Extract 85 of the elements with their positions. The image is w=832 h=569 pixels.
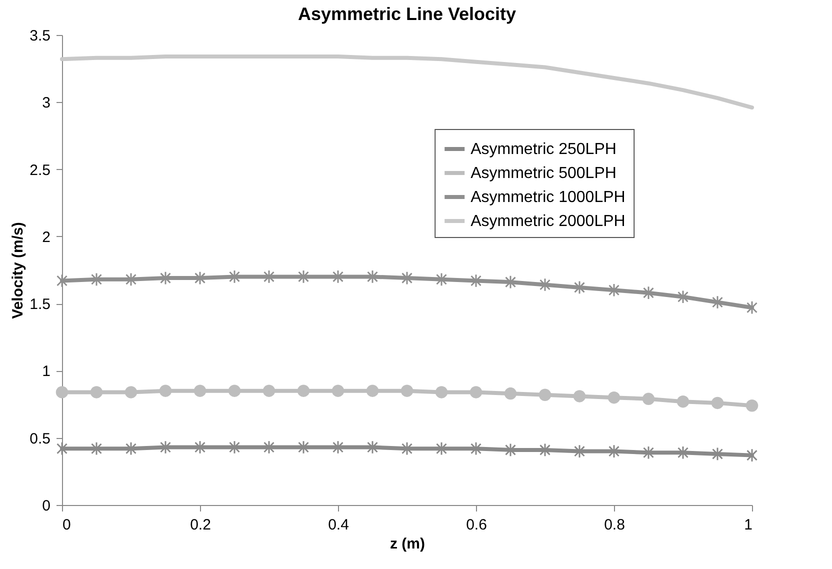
point — [91, 442, 102, 456]
x-tick-label: 0.4 — [328, 516, 349, 534]
y-tick-label: 1.5 — [30, 296, 50, 314]
point — [126, 442, 136, 456]
point — [643, 446, 654, 460]
point — [608, 391, 620, 404]
y-tick-label: 3.5 — [30, 28, 50, 44]
y-axis-title: Velocity (m/s) — [10, 222, 27, 319]
point — [124, 386, 138, 398]
point — [746, 448, 758, 462]
point — [297, 384, 310, 397]
y-tick-label: 0.5 — [30, 430, 50, 448]
point — [400, 384, 414, 397]
x-tick-label: 0.6 — [466, 516, 487, 534]
point — [56, 386, 68, 398]
y-tick-label: 1 — [42, 363, 50, 380]
point — [264, 440, 274, 454]
point — [470, 274, 482, 288]
point — [608, 444, 620, 458]
point — [366, 384, 379, 397]
y-tick-label: 2.5 — [30, 162, 50, 179]
point — [574, 280, 585, 294]
legend-label: Asymmetric 250LPH — [470, 141, 616, 158]
point — [402, 271, 412, 285]
point — [160, 440, 171, 454]
y-tick-label: 3 — [42, 94, 50, 112]
point — [746, 300, 758, 315]
point — [262, 384, 276, 397]
y-tick-label: 2 — [42, 228, 50, 246]
point — [436, 272, 447, 286]
point — [264, 270, 274, 284]
point — [159, 384, 172, 397]
point — [194, 384, 206, 397]
point — [228, 384, 241, 397]
point — [402, 442, 412, 456]
point — [470, 442, 482, 456]
point — [126, 272, 136, 286]
legend-label: Asymmetric 2000LPH — [470, 213, 626, 230]
point — [676, 395, 690, 408]
point — [436, 442, 447, 456]
point — [538, 388, 552, 401]
point — [574, 444, 585, 458]
point — [505, 443, 516, 457]
point — [540, 443, 550, 457]
point — [678, 290, 688, 304]
point — [90, 386, 103, 398]
y-tick-label: 0 — [42, 498, 50, 514]
point — [678, 446, 688, 460]
point — [298, 270, 309, 284]
point — [712, 447, 723, 461]
point — [367, 270, 378, 284]
point — [642, 392, 655, 406]
point — [505, 275, 516, 289]
point — [229, 270, 240, 284]
x-axis-title: z (m) — [390, 536, 425, 552]
legend-label: Asymmetric 1000LPH — [470, 189, 626, 206]
point — [504, 387, 517, 400]
point — [160, 271, 171, 285]
x-tick-label: 0.2 — [190, 516, 211, 534]
point — [229, 440, 240, 454]
point — [56, 274, 68, 288]
x-tick-label: 0 — [62, 516, 71, 534]
point — [746, 400, 758, 412]
legend-label: Asymmetric 500LPH — [470, 165, 616, 182]
point — [298, 440, 309, 454]
point — [435, 386, 448, 398]
x-tick-label: 0.8 — [604, 516, 625, 534]
point — [194, 440, 206, 454]
x-tick-label: 1 — [744, 516, 752, 534]
line-series — [60, 54, 754, 110]
point — [56, 442, 68, 456]
point — [711, 396, 724, 410]
point — [540, 278, 550, 292]
point — [332, 440, 344, 454]
point — [573, 390, 586, 402]
point — [608, 283, 620, 298]
point — [470, 386, 482, 398]
point — [712, 295, 723, 310]
point — [643, 286, 654, 300]
point — [367, 440, 378, 454]
point — [91, 272, 102, 286]
point — [194, 271, 206, 285]
point — [332, 270, 344, 284]
point — [332, 384, 344, 397]
chart-title: Asymmetric Line Velocity — [298, 4, 516, 24]
